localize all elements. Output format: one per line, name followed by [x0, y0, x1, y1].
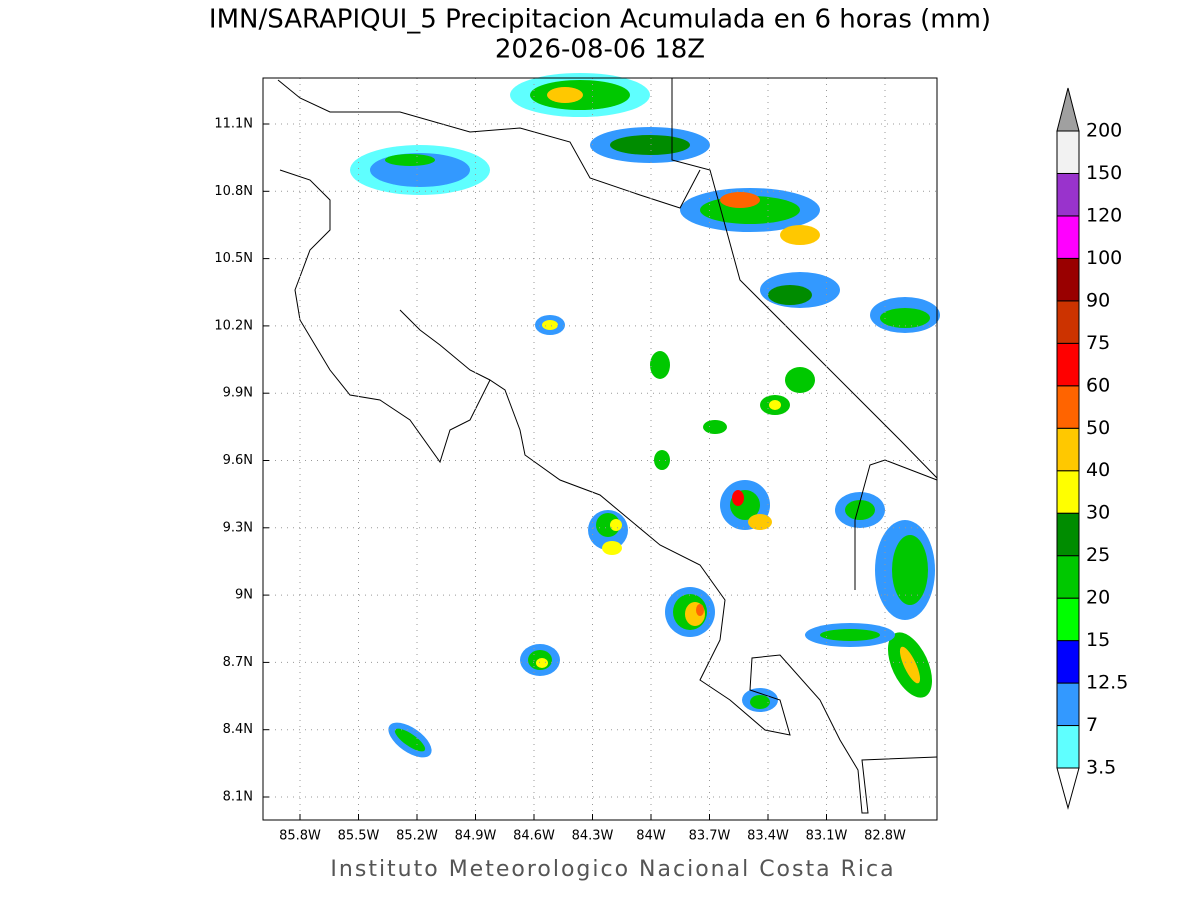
colorbar-box — [1056, 682, 1080, 727]
lat-label: 11.1N — [214, 117, 253, 132]
colorbar-over — [1056, 87, 1080, 132]
colorbar: 3.5 7 12.5 15 20 25 30 40 50 60 75 90 100 120 150 200 — [1056, 87, 1128, 810]
colorbar-box — [1056, 725, 1080, 769]
lat-label: 10.5N — [214, 251, 253, 266]
lon-label: 83.7W — [689, 829, 731, 844]
coastline — [277, 78, 938, 814]
colorbar-box — [1056, 257, 1080, 302]
colorbar-under — [1056, 767, 1080, 810]
colorbar-box — [1056, 470, 1080, 514]
colorbar-box — [1056, 342, 1080, 387]
lon-label: 85.5W — [338, 829, 380, 844]
colorbar-box — [1056, 130, 1080, 174]
colorbar-label: 50 — [1086, 417, 1110, 439]
colorbar-box — [1056, 215, 1080, 259]
lat-label: 8.4N — [223, 722, 253, 737]
lon-label: 84.3W — [572, 829, 614, 844]
colorbar-box — [1056, 512, 1080, 557]
colorbar-label: 15 — [1086, 629, 1110, 651]
lat-label: 9.3N — [223, 520, 253, 535]
colorbar-label: 12.5 — [1086, 672, 1128, 694]
graticule — [263, 78, 937, 820]
colorbar-label: 200 — [1086, 120, 1122, 142]
lon-label: 83.4W — [747, 829, 789, 844]
colorbar-label: 100 — [1086, 247, 1122, 269]
colorbar-label: 120 — [1086, 204, 1122, 226]
precipitation-field — [350, 73, 940, 758]
lat-label: 9.9N — [223, 386, 253, 401]
lon-label: 83.1W — [806, 829, 848, 844]
lon-label: 82.8W — [864, 829, 906, 844]
colorbar-box — [1056, 555, 1080, 599]
colorbar-label: 30 — [1086, 502, 1110, 524]
colorbar-label: 25 — [1086, 544, 1110, 566]
title: IMN/SARAPIQUI_5 Precipitacion Acumulada … — [209, 5, 991, 35]
colorbar-label: 20 — [1086, 587, 1110, 609]
map-frame — [262, 77, 938, 821]
colorbar-box — [1056, 640, 1080, 684]
colorbar-label: 75 — [1086, 332, 1110, 354]
colorbar-label: 60 — [1086, 374, 1110, 396]
colorbar-label: 150 — [1086, 162, 1122, 184]
colorbar-label: 90 — [1086, 289, 1110, 311]
lat-label: 10.2N — [214, 318, 253, 333]
colorbar-label: 40 — [1086, 459, 1110, 481]
lon-label: 84W — [636, 829, 666, 844]
colorbar-box — [1056, 427, 1080, 472]
lat-label: 10.8N — [214, 184, 253, 199]
lon-label: 84.9W — [455, 829, 497, 844]
lat-label: 8.7N — [223, 655, 253, 670]
lon-label: 85.8W — [279, 829, 321, 844]
lon-label: 84.6W — [513, 829, 555, 844]
colorbar-box — [1056, 385, 1080, 429]
lat-label: 8.1N — [223, 790, 253, 805]
colorbar-label: 3.5 — [1086, 757, 1116, 779]
subtitle: 2026-08-06 18Z — [495, 35, 705, 65]
footer: Instituto Meteorologico Nacional Costa R… — [330, 857, 895, 882]
colorbar-box — [1056, 597, 1080, 642]
lat-label: 9.6N — [223, 453, 253, 468]
colorbar-box — [1056, 172, 1080, 217]
lon-label: 85.2W — [396, 829, 438, 844]
lat-label: 9N — [235, 588, 253, 603]
colorbar-label: 7 — [1086, 714, 1098, 736]
colorbar-box — [1056, 300, 1080, 344]
